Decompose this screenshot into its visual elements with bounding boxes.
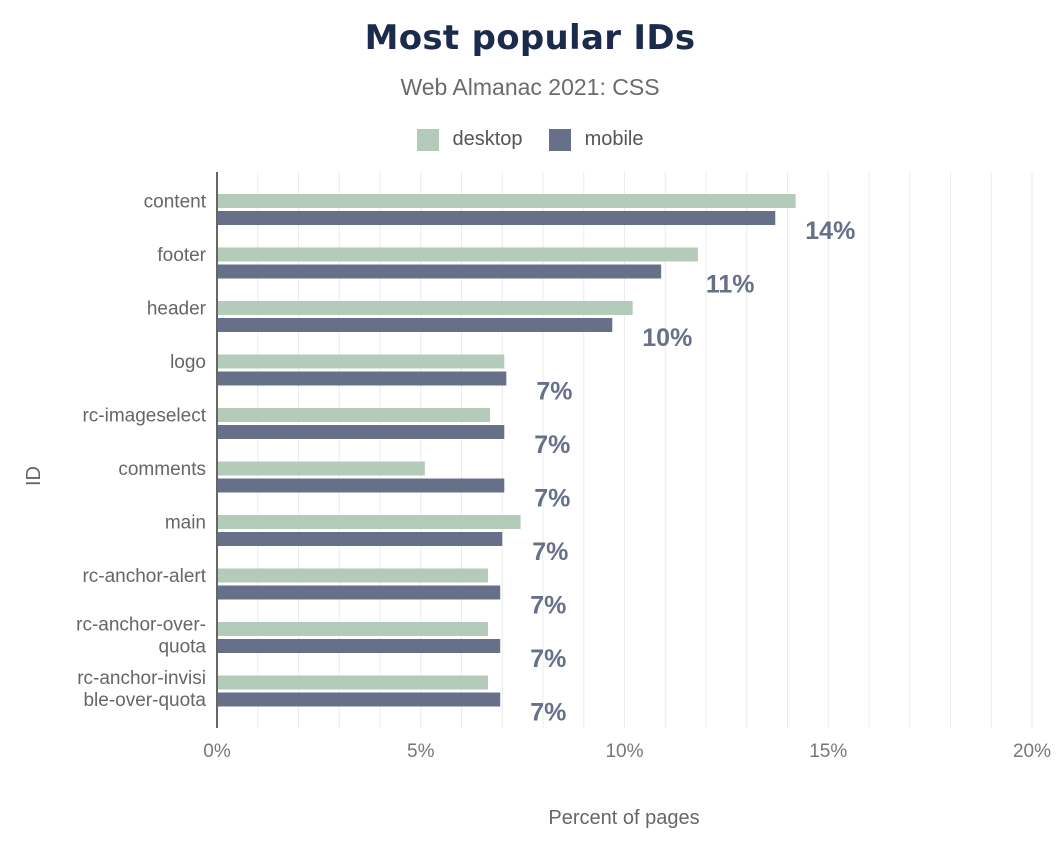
legend-label-mobile: mobile	[584, 128, 644, 150]
x-tick-label: 0%	[203, 741, 231, 762]
category-label: quota	[158, 637, 206, 658]
category-label: rc-imageselect	[82, 406, 206, 427]
bar-mobile	[218, 478, 505, 493]
bar-desktop	[218, 675, 488, 690]
x-tick-label: 5%	[407, 741, 435, 762]
category-label: rc-anchor-alert	[82, 566, 206, 587]
data-label: 7%	[530, 645, 566, 673]
category-label: content	[144, 192, 207, 213]
bar-desktop	[218, 461, 425, 476]
legend-swatch-desktop	[416, 128, 439, 151]
bar-mobile	[218, 425, 505, 439]
category-label: main	[165, 513, 206, 534]
category-label: header	[147, 299, 207, 320]
data-label: 7%	[532, 538, 568, 566]
y-axis-title: ID	[23, 466, 45, 486]
data-label: 11%	[706, 271, 755, 299]
bar-mobile	[218, 211, 776, 225]
category-label: rc-anchor-invisi	[77, 668, 206, 689]
bar-mobile	[218, 371, 507, 386]
data-label: 7%	[536, 378, 572, 406]
x-axis-title: Percent of pages	[548, 807, 699, 829]
legend-swatch-mobile	[548, 128, 571, 151]
legend: desktop mobile	[0, 128, 1060, 151]
x-tick-label: 15%	[809, 741, 847, 762]
bar-desktop	[218, 515, 521, 529]
category-label: rc-anchor-over-	[76, 615, 206, 636]
category-label: ble-over-quota	[83, 690, 206, 711]
category-label: logo	[170, 352, 206, 373]
bar-desktop	[218, 408, 491, 422]
bar-desktop	[218, 568, 488, 583]
bar-mobile	[218, 532, 503, 546]
chart-subtitle: Web Almanac 2021: CSS	[400, 74, 660, 100]
category-label: comments	[118, 459, 206, 480]
category-label: footer	[157, 245, 206, 266]
x-tick-label: 20%	[1013, 741, 1051, 762]
bar-desktop	[218, 194, 796, 208]
bar-desktop	[218, 247, 698, 262]
data-label: 14%	[805, 217, 855, 245]
bar-mobile	[218, 318, 613, 332]
bar-mobile	[218, 585, 501, 600]
data-label: 7%	[534, 431, 570, 459]
chart-title: Most popular IDs	[364, 18, 696, 58]
data-label: 7%	[534, 485, 570, 513]
bar-mobile	[218, 692, 501, 707]
bar-desktop	[218, 354, 505, 369]
x-tick-label: 10%	[605, 741, 643, 762]
bar-desktop	[218, 301, 633, 315]
data-label: 10%	[642, 324, 692, 352]
bar-mobile	[218, 264, 662, 279]
legend-item-desktop[interactable]: desktop	[416, 128, 523, 151]
data-label: 7%	[530, 592, 566, 620]
data-label: 7%	[530, 699, 566, 727]
legend-label-desktop: desktop	[452, 128, 523, 150]
bar-mobile	[218, 639, 501, 653]
legend-item-mobile[interactable]: mobile	[548, 128, 644, 151]
bar-desktop	[218, 622, 488, 636]
